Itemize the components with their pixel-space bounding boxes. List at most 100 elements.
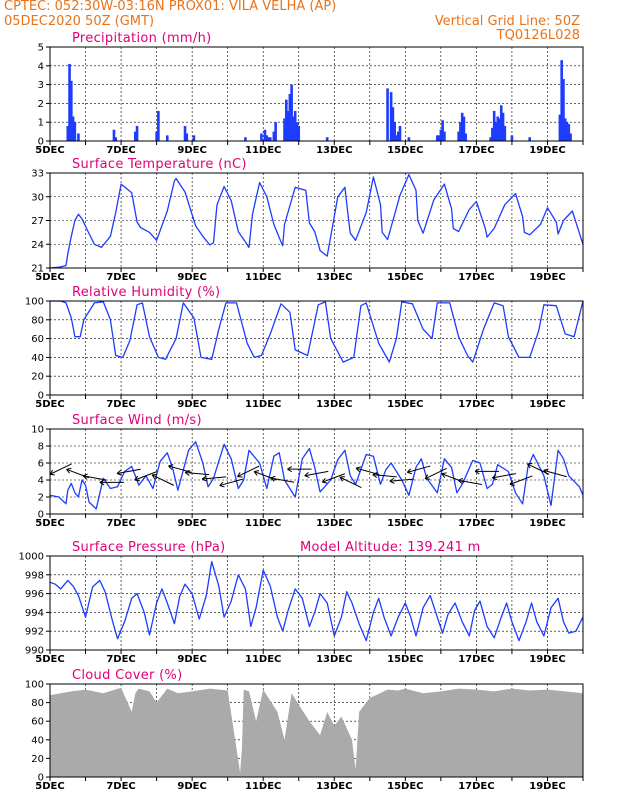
y-tick-label: 80 (31, 315, 44, 326)
precip-bar (498, 118, 501, 141)
y-tick-label: 20 (31, 372, 44, 383)
precip-bar (389, 92, 393, 141)
y-tick-label: 20 (31, 754, 44, 765)
precip-bar (260, 133, 263, 141)
x-tick-label: 13DEC (316, 518, 352, 529)
precip-bar (569, 133, 572, 141)
precip-bar (292, 116, 295, 141)
x-tick-label: 15DEC (387, 654, 423, 665)
panel-title: Relative Humidity (%) (72, 285, 220, 300)
x-tick-label: 13DEC (316, 272, 352, 283)
precip-bar (492, 110, 496, 141)
header-run-time: 05DEC2020 50Z (GMT) (4, 14, 155, 29)
x-tick-label: 5DEC (35, 781, 64, 792)
x-tick-label: 5DEC (35, 654, 64, 665)
precip-bar (528, 137, 531, 141)
wind-arrowhead (168, 464, 174, 470)
panel-cloud: 5DEC 7DEC 9DEC 11DEC 13DEC 15DEC 17DEC 19DEC 0 20… (25, 668, 584, 792)
plot-frame (49, 555, 584, 651)
precip-bar (267, 137, 270, 141)
y-tick-label: 996 (25, 589, 44, 600)
header-model-code: TQ0126L028 (496, 28, 580, 43)
y-tick-label: 992 (25, 627, 44, 638)
y-tick-label: 4 (38, 61, 44, 72)
y-tick-label: 33 (31, 169, 44, 180)
precip-bar (503, 125, 507, 141)
y-tick-label: 80 (31, 698, 44, 709)
precip-bar (491, 127, 494, 141)
wind-arrow (49, 463, 72, 475)
x-tick-label: 9DEC (177, 272, 206, 283)
x-tick-label: 5DEC (35, 145, 64, 156)
wind-arrowhead (287, 466, 292, 473)
x-tick-label: 7DEC (106, 781, 135, 792)
precip-bar (391, 107, 395, 141)
precip-bar (439, 129, 443, 141)
wind-arrow (339, 476, 362, 489)
precip-bar (112, 129, 116, 141)
precip-bar (457, 131, 460, 141)
precip-bar (386, 88, 389, 141)
x-tick-label: 13DEC (316, 654, 352, 665)
precip-bar (77, 133, 80, 141)
precip-bar (437, 135, 441, 141)
y-tick-label: 21 (31, 264, 44, 275)
panel-precipitation: 5DEC 7DEC 9DEC 11DEC 13DEC 15DEC 17DEC 19DEC 0 1 2… (35, 31, 584, 156)
x-tick-label: 13DEC (316, 399, 352, 410)
precip-bar (396, 131, 400, 141)
panel-title: Cloud Cover (%) (72, 668, 182, 683)
precip-bar (293, 110, 297, 141)
wind-arrowhead (99, 479, 105, 486)
panel-wind: 5DEC 7DEC 9DEC 11DEC 13DEC 15DEC 17DEC 19DEC 0 2 4… (31, 413, 584, 529)
precip-bar (244, 137, 247, 141)
x-tick-label: 11DEC (245, 518, 281, 529)
wind-arrow (202, 476, 227, 480)
x-tick-label: 9DEC (177, 781, 206, 792)
precip-bar (395, 135, 398, 141)
wind-arrow (458, 479, 482, 485)
wind-arrowhead (321, 477, 328, 484)
x-tick-label: 9DEC (177, 518, 206, 529)
y-tick-label: 0 (38, 137, 44, 148)
wind-arrow (509, 475, 533, 485)
wind-arrowhead (389, 477, 395, 484)
y-tick-label: 40 (31, 353, 44, 364)
precip-bar (567, 124, 571, 141)
wind-arrowhead (509, 480, 515, 486)
precip-bar (443, 131, 446, 141)
cloud-cover-area (50, 687, 583, 777)
x-tick-label: 15DEC (387, 145, 423, 156)
wind-arrowhead (201, 475, 207, 482)
precip-bar (183, 125, 187, 141)
precip-bar (185, 133, 189, 141)
precip-bar (436, 135, 439, 141)
panel-humidity: 5DEC 7DEC 9DEC 11DEC 13DEC 15DEC 17DEC 19DEC 0 20… (25, 285, 584, 410)
precip-bar (325, 137, 329, 141)
panel-title: Surface Temperature (nC) (72, 157, 247, 172)
wind-arrowhead (253, 470, 260, 476)
wind-arrow (372, 474, 397, 478)
precip-bar (460, 112, 464, 141)
wind-arrowhead (304, 472, 310, 478)
panel-title: Precipitation (mm/h) (72, 31, 211, 46)
wind-arrow (424, 467, 447, 480)
x-tick-label: 17DEC (458, 399, 494, 410)
panel-temperature: 5DEC 7DEC 9DEC 11DEC 13DEC 15DEC 17DEC 19DEC 21 2… (31, 157, 584, 283)
precip-bar (494, 122, 498, 141)
y-tick-label: 30 (31, 192, 44, 203)
y-tick-label: 998 (25, 570, 44, 581)
wind-arrowhead (355, 466, 362, 473)
x-tick-label: 11DEC (245, 654, 281, 665)
panel-title: Surface Pressure (hPa) (72, 540, 226, 555)
wind-arrowhead (406, 468, 413, 475)
chart-header: CPTEC: 052:30W-03:16N PROX01: VILA VELHA… (0, 0, 618, 46)
precip-bar (398, 125, 402, 141)
panel-pressure: 5DEC 7DEC 9DEC 11DEC 13DEC 15DEC 17DEC 19DEC 990… (19, 540, 584, 665)
wind-arrow (322, 473, 345, 483)
y-tick-label: 1 (38, 118, 44, 129)
precip-bar (562, 78, 565, 141)
x-tick-label: 19DEC (529, 145, 565, 156)
x-tick-label: 7DEC (106, 272, 135, 283)
precip-bar (272, 131, 276, 141)
wind-arrowhead (441, 472, 447, 478)
